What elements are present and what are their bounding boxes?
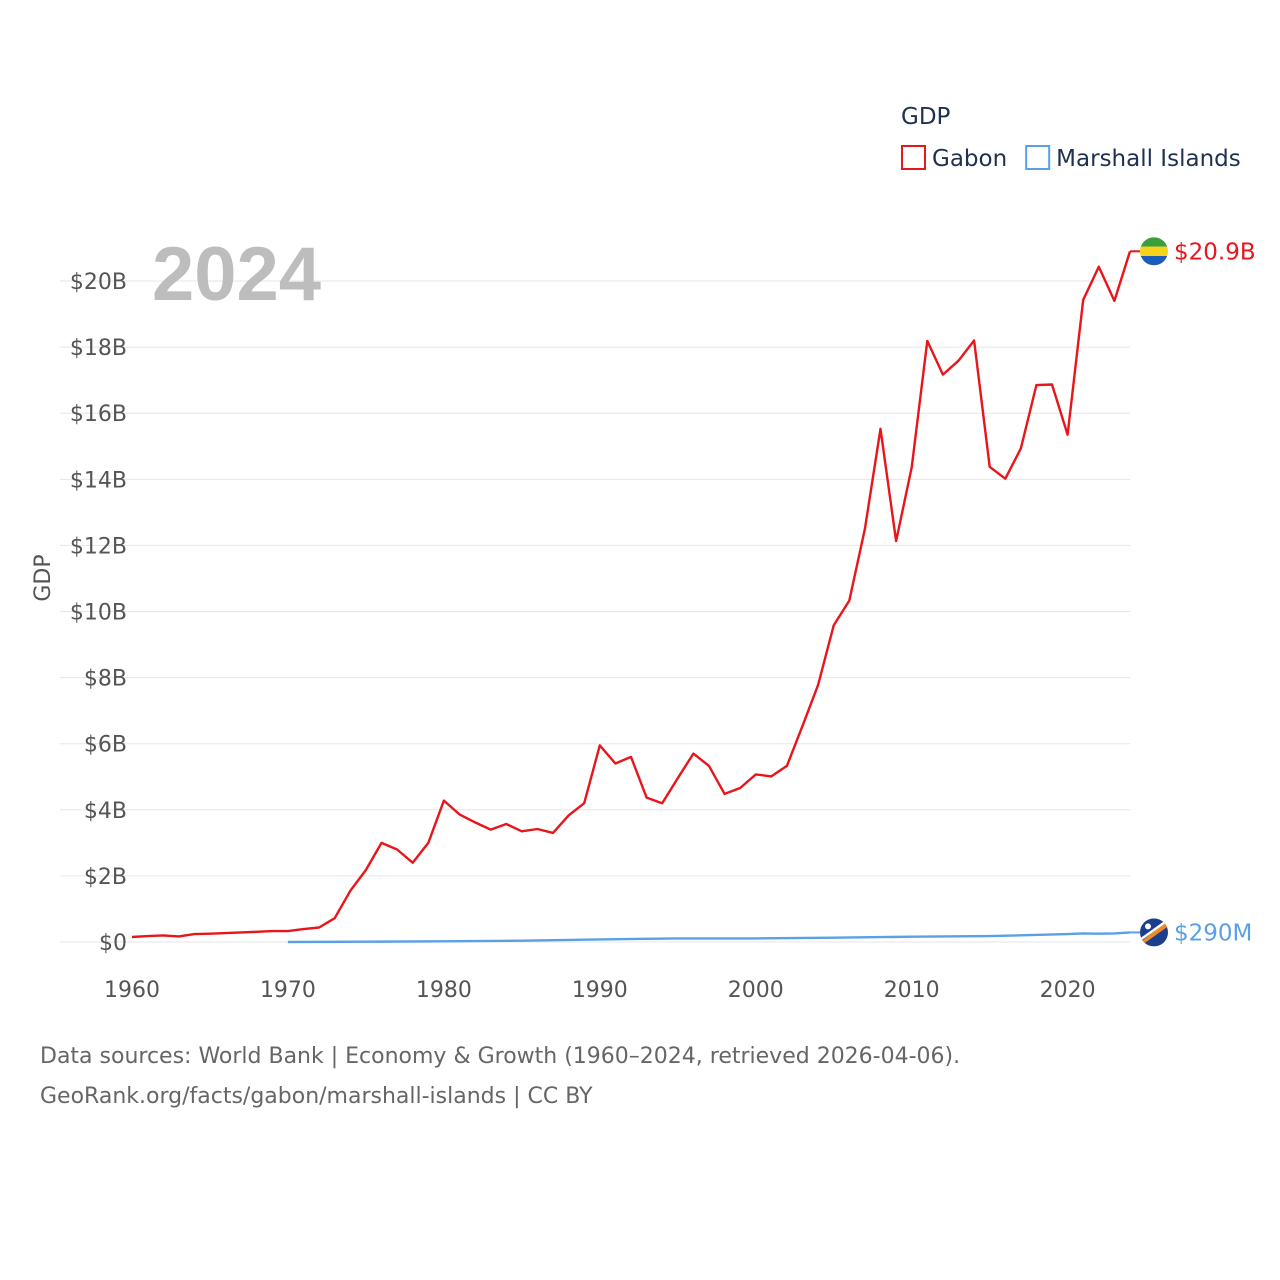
y-tick-label: $8B [84, 667, 127, 692]
legend-label: Marshall Islands [1056, 146, 1241, 172]
end-value-label: $290M [1174, 920, 1252, 946]
y-tick-label: $4B [84, 799, 127, 824]
x-tick-label: 1990 [572, 978, 628, 1003]
marshall-islands-flag-icon [1140, 918, 1168, 947]
series-line-marshall-islands [287, 931, 1131, 944]
legend-swatch [1025, 145, 1051, 170]
gabon-flag-icon [1140, 237, 1168, 266]
y-tick-label: $18B [70, 336, 127, 361]
series-lines [131, 250, 1132, 944]
legend-item-marshall-islands[interactable]: Marshall Islands [1025, 145, 1241, 172]
y-tick-label: $6B [84, 733, 127, 758]
x-tick-label: 2020 [1040, 978, 1096, 1003]
legend-item-gabon[interactable]: Gabon [901, 145, 1007, 172]
y-tick-label: $2B [84, 865, 127, 890]
x-tick-label: 1960 [104, 978, 160, 1003]
legend-swatch [901, 145, 926, 170]
legend-label: Gabon [932, 146, 1007, 172]
x-tick-label: 2010 [884, 978, 940, 1003]
y-tick-label: $12B [70, 534, 127, 559]
year-label: 2024 [152, 232, 321, 317]
y-tick-label: $10B [70, 601, 127, 626]
y-axis-ticks: $0 $2B $4B $6B $8B $10B $12B $14B $16B $18B $20B [70, 270, 127, 956]
footer-sources: Data sources: World Bank | Economy & Gro… [40, 1044, 961, 1069]
x-axis-ticks: 1960 1970 1980 1990 2000 2010 2020 [104, 978, 1096, 1003]
legend-title: GDP [901, 104, 951, 130]
series-line-gabon [131, 250, 1132, 939]
end-value-label: $20.9B [1174, 239, 1256, 265]
end-labels: $20.9B $290M [1130, 237, 1256, 947]
y-tick-label: $16B [70, 402, 127, 427]
x-tick-label: 2000 [728, 978, 784, 1003]
y-tick-label: $14B [70, 468, 127, 493]
x-tick-label: 1980 [416, 978, 472, 1003]
y-tick-label: $20B [70, 270, 127, 295]
x-tick-label: 1970 [260, 978, 316, 1003]
y-axis-title: GDP [31, 554, 56, 601]
grid-lines [60, 280, 1130, 943]
footer-attribution: GeoRank.org/facts/gabon/marshall-islands… [40, 1084, 593, 1109]
y-tick-label: $0 [99, 931, 127, 956]
legend: GDP Gabon Marshall Islands [901, 104, 1241, 172]
